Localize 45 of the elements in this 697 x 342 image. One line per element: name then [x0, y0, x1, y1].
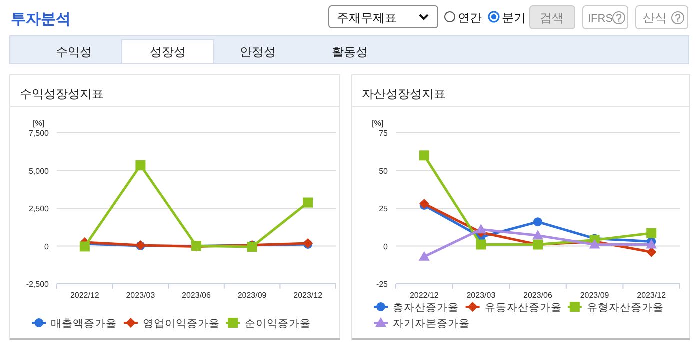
chart-title: 수익성장성지표 [20, 87, 104, 101]
point [589, 239, 600, 249]
point [646, 239, 658, 249]
y-tick-label: 75 [379, 129, 389, 138]
y-tick-label: 50 [379, 166, 389, 176]
x-tick-label: 2023/03 [466, 291, 496, 300]
x-tick-label: 2023/03 [126, 291, 156, 300]
y-tick-label: -25 [376, 280, 389, 289]
legend-label: 유형자산증가율 [586, 302, 664, 314]
x-tick-label: 2022/12 [70, 291, 100, 300]
x-tick-label: 2023/06 [182, 291, 212, 300]
x-tick-label: 2023/09 [580, 291, 610, 300]
point [476, 224, 487, 234]
legend-label: 자기자본증가율 [393, 318, 470, 330]
legend-label: 총자산증가율 [393, 302, 459, 314]
point [476, 240, 486, 250]
y-tick-label: 0 [44, 242, 50, 252]
chart-title: 자산성장성지표 [362, 87, 446, 101]
point [534, 218, 542, 227]
y-axis-title: [%] [372, 119, 384, 128]
legend-label: 매출액증가율 [51, 318, 118, 330]
point [646, 247, 657, 258]
y-tick-label: 25 [379, 204, 389, 214]
x-tick-label: 2023/12 [294, 291, 324, 300]
y-tick-label: 7,500 [28, 129, 50, 138]
point [418, 251, 430, 261]
point [646, 228, 657, 238]
y-tick-label: -2,500 [26, 280, 50, 289]
y-axis-title: [%] [33, 119, 45, 128]
page-header: 투자분석 주재무제표 연간 분기 검색 IFRS 산식 수익성 성장성 안정성 활동성 [10, 6, 690, 64]
x-tick-label: 2023/12 [637, 291, 667, 300]
legend-label: 유동자산증가율 [484, 302, 562, 314]
legend-label: 영업이익증가율 [142, 318, 220, 330]
point [303, 198, 314, 208]
x-tick-label: 2023/06 [524, 291, 554, 300]
point [532, 230, 544, 240]
y-tick-label: 0 [384, 242, 389, 252]
x-tick-label: 2022/12 [410, 291, 440, 300]
x-tick-label: 2023/09 [238, 291, 268, 300]
y-tick-label: 2,500 [28, 204, 50, 214]
point [80, 242, 90, 252]
point [136, 160, 146, 170]
y-tick-label: 5,000 [28, 166, 50, 176]
point [419, 150, 430, 161]
legend-label: 순이익증가율 [245, 318, 312, 330]
